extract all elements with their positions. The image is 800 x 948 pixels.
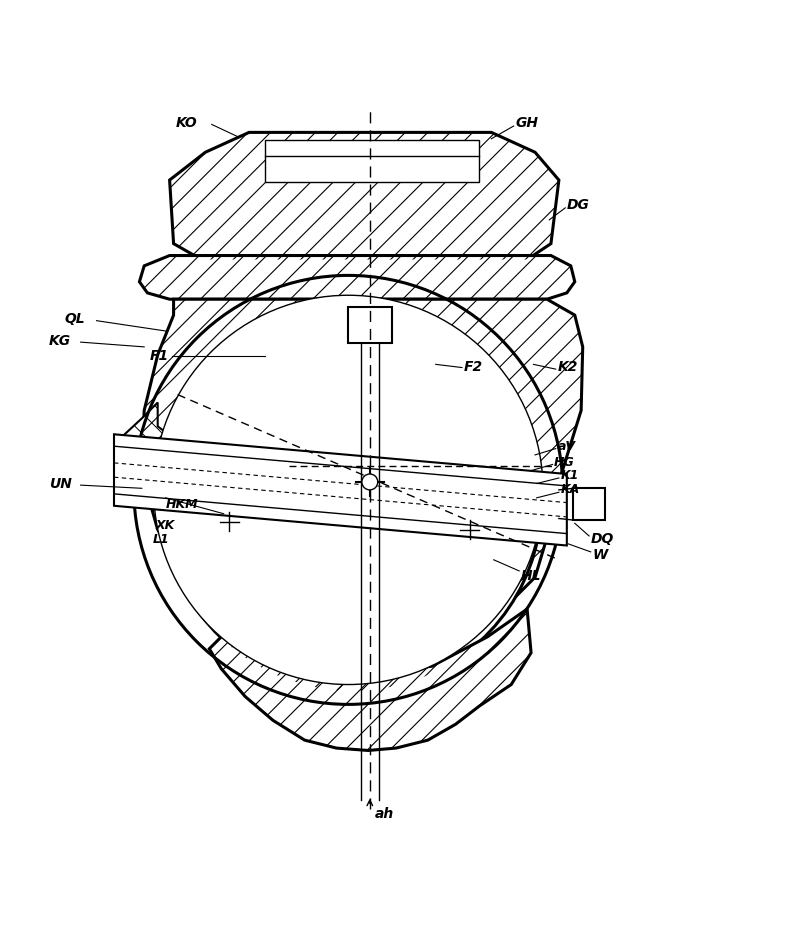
Text: KG: KG (49, 334, 71, 348)
Text: KO: KO (176, 116, 198, 130)
Text: F1: F1 (150, 350, 169, 363)
Polygon shape (210, 609, 531, 751)
Text: K1: K1 (561, 469, 579, 483)
Polygon shape (114, 434, 567, 545)
Circle shape (154, 295, 543, 684)
Text: KA: KA (561, 483, 580, 497)
Polygon shape (347, 307, 392, 343)
Text: XK: XK (155, 520, 174, 532)
Text: HG: HG (554, 456, 575, 468)
Text: UN: UN (49, 477, 72, 490)
Text: aV: aV (558, 440, 575, 453)
Text: ah: ah (374, 807, 394, 821)
Polygon shape (163, 313, 542, 691)
Text: W: W (592, 548, 607, 562)
Text: DG: DG (567, 198, 590, 212)
Polygon shape (573, 488, 605, 520)
Text: GH: GH (515, 116, 538, 130)
Text: QL: QL (65, 312, 86, 326)
Circle shape (362, 474, 378, 490)
Text: K2: K2 (558, 359, 578, 374)
Polygon shape (120, 403, 174, 474)
Polygon shape (142, 300, 582, 665)
Polygon shape (265, 140, 479, 182)
Polygon shape (170, 133, 559, 260)
Text: F2: F2 (463, 359, 482, 374)
Polygon shape (347, 307, 392, 343)
Text: DQ: DQ (590, 532, 614, 546)
Text: HKM: HKM (166, 498, 198, 511)
Text: HL: HL (521, 569, 542, 583)
Polygon shape (139, 256, 574, 300)
Text: L1: L1 (153, 533, 170, 546)
